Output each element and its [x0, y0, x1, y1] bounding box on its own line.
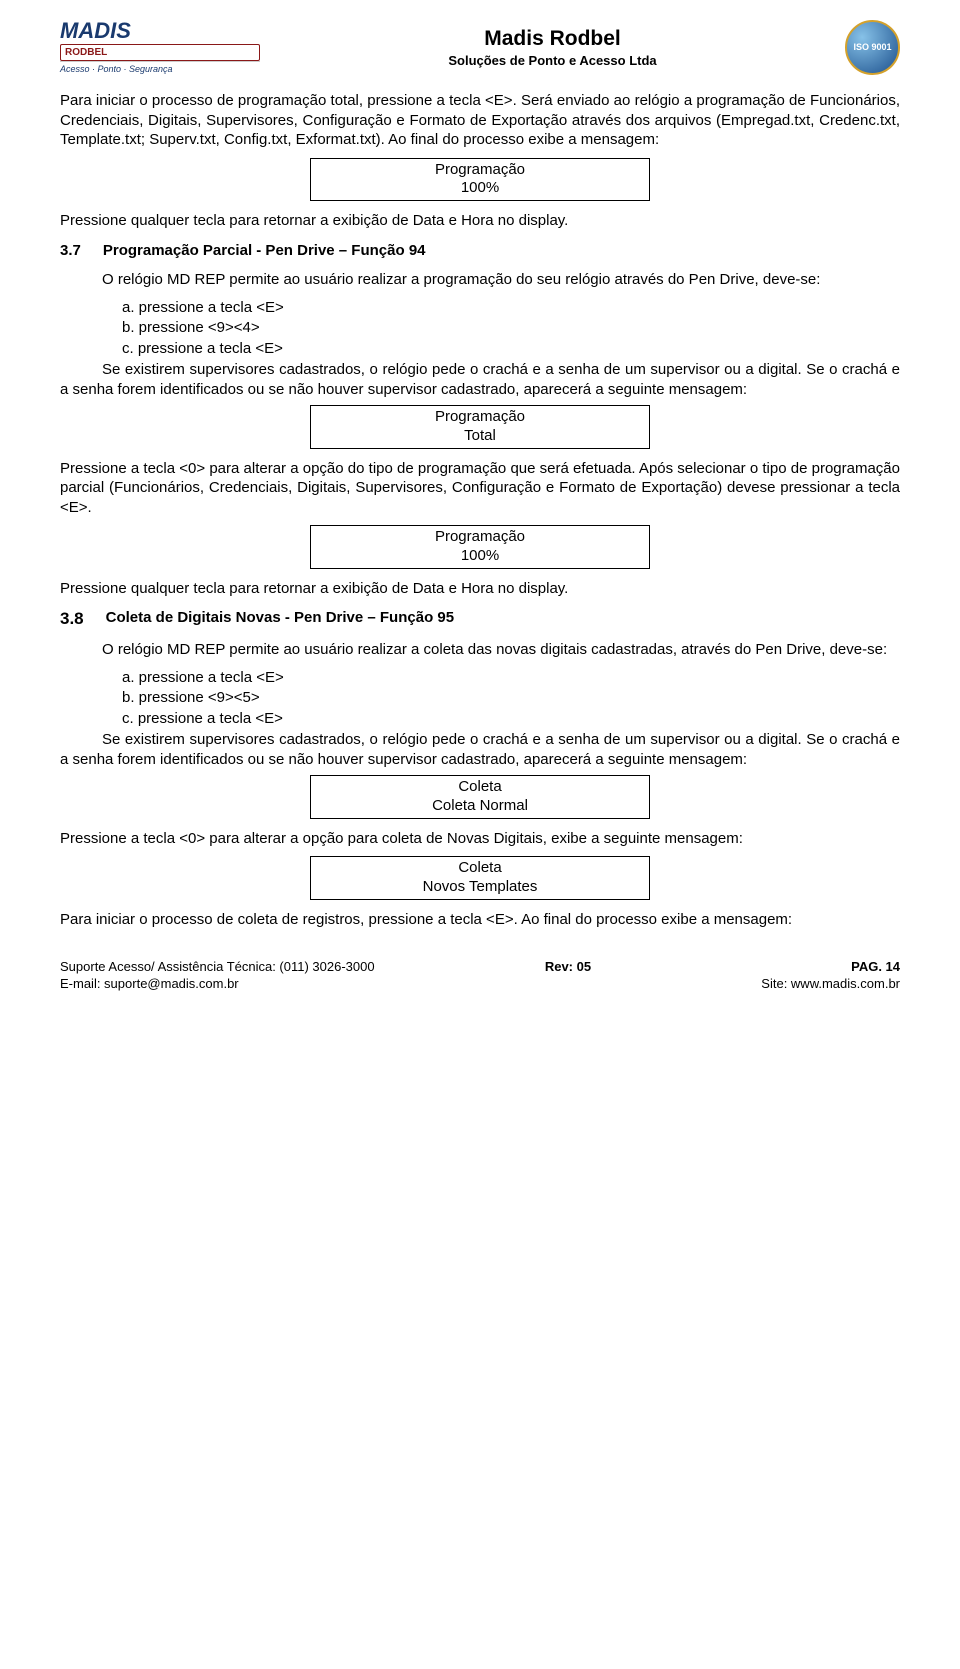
footer-right: PAG. 14 Site: www.madis.com.br: [761, 959, 900, 993]
sec37-step-a: a. pressione a tecla <E>: [122, 298, 900, 318]
footer-site: Site: www.madis.com.br: [761, 976, 900, 993]
company-logo: MADIS RODBEL Acesso · Ponto · Segurança: [60, 20, 260, 75]
doc-subtitle: Soluções de Ponto e Acesso Ltda: [260, 53, 845, 70]
iso-badge-icon: ISO 9001: [845, 20, 900, 75]
section-3-7-title: Programação Parcial - Pen Drive – Função…: [103, 241, 426, 261]
section-3-7-heading: 3.7 Programação Parcial - Pen Drive – Fu…: [60, 241, 900, 261]
sec37-step-b: b. pressione <9><4>: [122, 318, 900, 338]
intro-paragraph: Para iniciar o processo de programação t…: [60, 91, 900, 150]
section-3-8-heading: 3.8 Coleta de Digitais Novas - Pen Drive…: [60, 608, 900, 630]
sec37-p3: Pressione a tecla <0> para alterar a opç…: [60, 459, 900, 518]
sec37-p1: O relógio MD REP permite ao usuário real…: [60, 270, 900, 290]
msgbox3-line2: 100%: [311, 547, 649, 566]
logo-tagline: Acesso · Ponto · Segurança: [60, 61, 260, 76]
sec38-step-c: c. pressione a tecla <E>: [122, 709, 900, 729]
page-header: MADIS RODBEL Acesso · Ponto · Segurança …: [60, 20, 900, 75]
msgbox4-line1: Coleta: [311, 778, 649, 797]
sec37-p4: Pressione qualquer tecla para retornar a…: [60, 579, 900, 599]
msgbox3-line1: Programação: [311, 528, 649, 547]
sec38-steps: a. pressione a tecla <E> b. pressione <9…: [122, 668, 900, 729]
sec38-step-a: a. pressione a tecla <E>: [122, 668, 900, 688]
sec38-p1: O relógio MD REP permite ao usuário real…: [60, 640, 900, 660]
section-3-8-num: 3.8: [60, 608, 84, 630]
logo-main-text: MADIS: [60, 20, 260, 42]
section-3-8-title: Coleta de Digitais Novas - Pen Drive – F…: [106, 608, 454, 630]
after-box1-text: Pressione qualquer tecla para retornar a…: [60, 211, 900, 231]
message-box-3: Programação 100%: [310, 525, 650, 569]
page-footer: Suporte Acesso/ Assistência Técnica: (01…: [60, 959, 900, 993]
logo-rodbel-text: RODBEL: [60, 44, 260, 61]
sec38-p2: Se existirem supervisores cadastrados, o…: [60, 730, 900, 769]
section-3-7-num: 3.7: [60, 241, 81, 261]
msgbox2-line2: Total: [311, 427, 649, 446]
message-box-1: Programação 100%: [310, 158, 650, 202]
footer-left: Suporte Acesso/ Assistência Técnica: (01…: [60, 959, 375, 993]
message-box-2: Programação Total: [310, 405, 650, 449]
message-box-5: Coleta Novos Templates: [310, 856, 650, 900]
header-title-block: Madis Rodbel Soluções de Ponto e Acesso …: [260, 25, 845, 69]
sec38-p4: Para iniciar o processo de coleta de reg…: [60, 910, 900, 930]
sec37-step-c: c. pressione a tecla <E>: [122, 339, 900, 359]
doc-title: Madis Rodbel: [260, 25, 845, 52]
sec38-p3: Pressione a tecla <0> para alterar a opç…: [60, 829, 900, 849]
sec37-p2: Se existirem supervisores cadastrados, o…: [60, 360, 900, 399]
iso-badge-text: ISO 9001: [853, 42, 891, 54]
footer-rev: Rev: 05: [545, 959, 591, 974]
sec38-step-b: b. pressione <9><5>: [122, 688, 900, 708]
footer-page: PAG. 14: [851, 959, 900, 974]
footer-email: E-mail: suporte@madis.com.br: [60, 976, 375, 993]
msgbox1-line1: Programação: [311, 161, 649, 180]
footer-support-phone: Suporte Acesso/ Assistência Técnica: (01…: [60, 959, 375, 976]
sec37-steps: a. pressione a tecla <E> b. pressione <9…: [122, 298, 900, 359]
msgbox2-line1: Programação: [311, 408, 649, 427]
footer-mid: Rev: 05: [545, 959, 591, 993]
msgbox4-line2: Coleta Normal: [311, 797, 649, 816]
msgbox5-line1: Coleta: [311, 859, 649, 878]
message-box-4: Coleta Coleta Normal: [310, 775, 650, 819]
msgbox5-line2: Novos Templates: [311, 878, 649, 897]
msgbox1-line2: 100%: [311, 179, 649, 198]
